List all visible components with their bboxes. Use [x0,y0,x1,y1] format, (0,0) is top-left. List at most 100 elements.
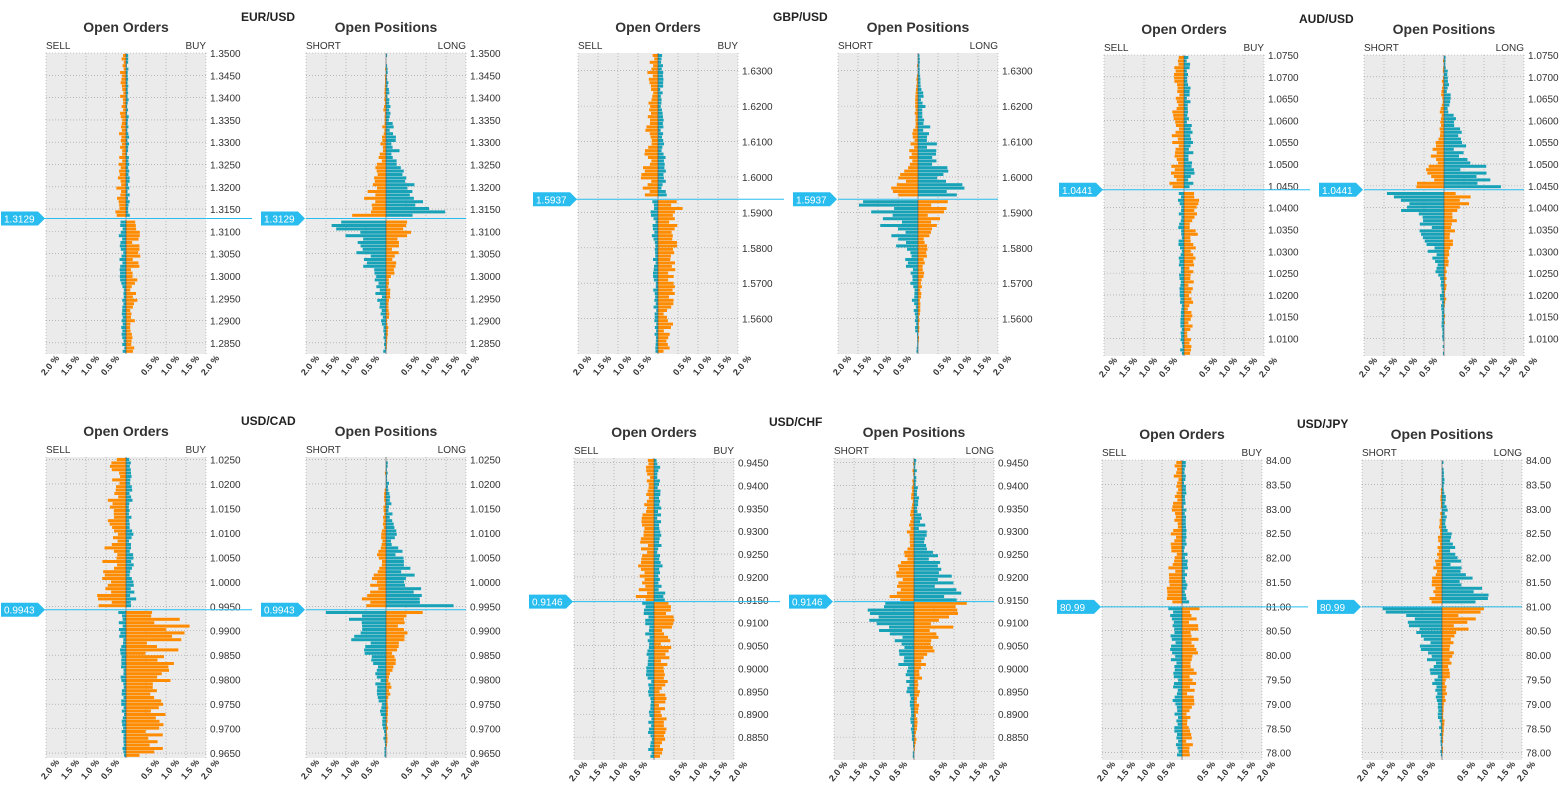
bar-orders-left [122,227,126,231]
bar-orders-right [654,734,664,738]
bar-positions-left [383,505,386,509]
bar-positions-right [386,692,391,696]
bar-orders-right [1184,168,1194,172]
bar-orders-left [653,237,658,241]
bar-orders-right [654,550,658,554]
bar-orders-right [1182,699,1195,702]
bar-orders-left [1171,637,1182,641]
bar-positions-right [386,696,389,699]
bar-positions-left [374,176,386,180]
bar-orders-right [658,203,672,207]
bar-orders-left [650,744,654,748]
bar-positions-left [382,149,386,153]
bar-positions-right [386,543,392,546]
bar-positions-right [918,241,925,244]
bar-positions-right [1442,692,1447,696]
bar-positions-left [377,696,386,699]
current-price-marker [1057,599,1101,614]
bar-orders-right [658,220,670,224]
bar-positions-right [386,247,392,251]
bar-positions-right [914,700,917,704]
bar-positions-left [385,77,386,81]
bar-positions-right [386,261,397,265]
bar-positions-left [898,227,918,231]
bar-positions-right [386,665,394,669]
bar-positions-left [365,645,386,648]
y-tick-label: 1.0450 [1528,182,1559,193]
bar-positions-right [386,176,407,180]
y-tick-label: 1.0500 [1528,160,1559,171]
bar-orders-left [117,196,126,200]
bar-positions-left [904,169,918,173]
bar-orders-right [1184,246,1196,250]
bar-orders-right [1184,171,1195,175]
bar-positions-left [382,522,386,526]
bar-orders-right [658,57,662,61]
bar-positions-left [911,737,914,741]
bar-positions-right [914,693,919,697]
bar-orders-left [1174,729,1182,733]
bar-positions-left [1434,678,1442,682]
x-tick-label: 1.5 % [1495,759,1517,783]
bar-orders-right [1182,712,1187,716]
bar-orders-left [647,649,654,653]
bar-orders-right [658,258,671,261]
bar-orders-right [1182,692,1188,696]
bar-positions-right [1442,736,1444,740]
bar-positions-right [1444,283,1447,287]
bar-orders-right [654,476,658,479]
bar-orders-right [654,635,669,639]
bar-positions-right [914,717,918,721]
bar-orders-left [113,512,126,516]
bar-positions-left [376,162,386,166]
bar-positions-left [916,74,918,78]
bar-positions-right [914,622,931,626]
bar-positions-left [1441,124,1444,127]
x-tick-label: 0.5 % [99,757,121,781]
bar-orders-left [112,536,126,540]
bar-orders-left [1170,658,1182,662]
bar-positions-left [909,162,918,166]
bar-positions-left [375,193,386,197]
bar-positions-right [386,509,389,512]
x-tick-label: 2.0 % [567,759,589,783]
bar-positions-left [1435,586,1442,590]
bar-orders-right [658,268,676,272]
bar-orders-left [122,74,126,78]
bar-orders-right [126,539,130,543]
y-tick-label: 1.5700 [742,279,773,290]
bar-orders-left [646,652,654,656]
bar-positions-right [1444,175,1477,178]
orders-chart-gbpusd: 1.63001.62001.61001.60001.59001.58001.57… [533,53,784,377]
bar-orders-right [126,726,160,730]
y-tick-label: 1.0050 [470,553,501,564]
bar-orders-right [126,281,135,285]
bar-orders-right [1182,695,1194,699]
bar-orders-left [653,91,658,95]
bar-orders-right [658,305,672,309]
bar-positions-left [1431,600,1442,604]
bar-positions-right [1442,648,1450,651]
y-tick-label: 1.2950 [470,294,501,305]
bar-orders-right [658,101,662,105]
bar-positions-right [1444,195,1471,199]
bar-orders-left [1172,624,1182,628]
bar-positions-left [377,685,386,689]
x-tick-label: 2.0 % [571,353,593,377]
bar-orders-right [126,597,137,601]
bar-orders-left [1175,569,1182,573]
bar-positions-left [382,539,386,543]
bar-positions-left [380,142,386,146]
bar-positions-left [906,690,914,694]
bar-orders-right [126,261,139,265]
positions-title-audusd: Open Positions [1392,21,1496,37]
bar-orders-left [647,156,658,159]
bar-positions-right [1442,739,1444,743]
bar-orders-right [126,719,160,723]
bar-positions-left [361,621,386,625]
bar-positions-right [918,173,944,176]
bar-positions-right [914,666,921,670]
bar-orders-right [658,159,664,163]
bar-positions-left [889,595,914,598]
bar-positions-left [909,149,918,153]
